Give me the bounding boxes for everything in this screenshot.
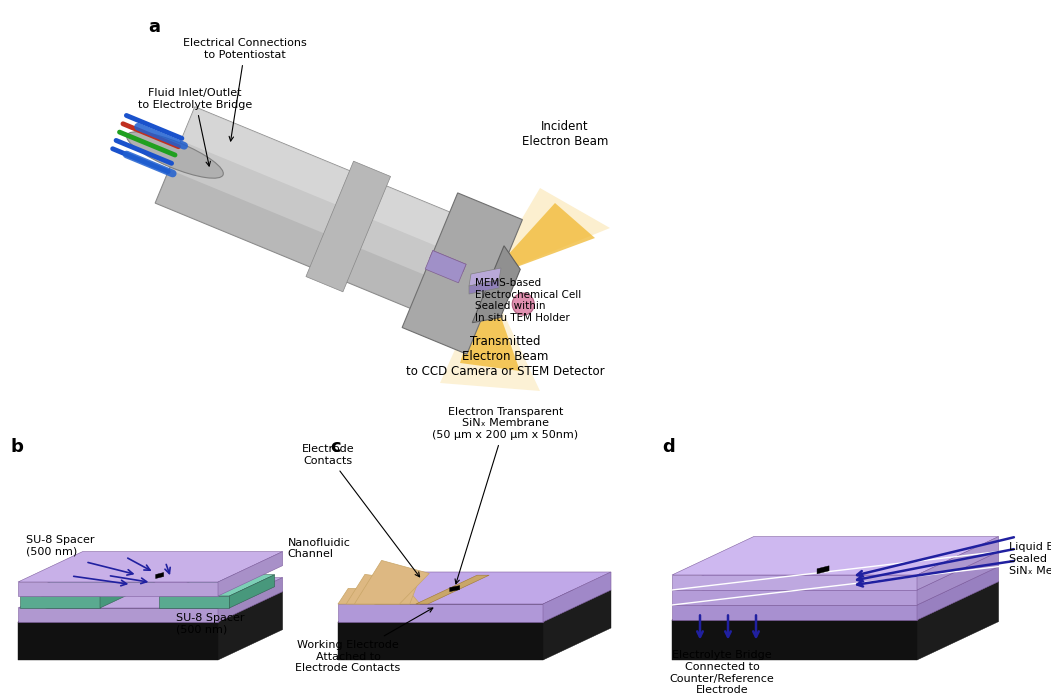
Text: SU-8 Spacer
(500 nm): SU-8 Spacer (500 nm) — [177, 613, 245, 635]
Polygon shape — [156, 107, 510, 333]
Text: Transmitted
Electron Beam
to CCD Camera or STEM Detector: Transmitted Electron Beam to CCD Camera … — [406, 335, 604, 378]
Polygon shape — [160, 596, 229, 608]
Text: b: b — [11, 438, 23, 456]
Text: Electrical Connections
to Potentiostat: Electrical Connections to Potentiostat — [183, 38, 307, 141]
Polygon shape — [918, 581, 998, 660]
Text: Electron Transparent
SiNₓ Membrane
(50 μm x 200 μm x 50nm): Electron Transparent SiNₓ Membrane (50 μ… — [432, 407, 578, 584]
Polygon shape — [338, 604, 543, 622]
Text: MEMS-based
Electrochemical Cell
Sealed within
In situ TEM Holder: MEMS-based Electrochemical Cell Sealed w… — [475, 278, 581, 323]
Text: SU-8 Spacer
(500 nm): SU-8 Spacer (500 nm) — [26, 536, 95, 557]
Text: d: d — [662, 438, 675, 456]
Text: Liquid Electrolyte
Sealed Between
SiNₓ Membranes: Liquid Electrolyte Sealed Between SiNₓ M… — [1009, 543, 1051, 576]
Polygon shape — [672, 567, 998, 605]
Polygon shape — [416, 575, 489, 604]
Polygon shape — [460, 278, 520, 371]
Polygon shape — [672, 575, 918, 590]
Polygon shape — [18, 582, 218, 596]
Text: Incident
Electron Beam: Incident Electron Beam — [521, 120, 609, 148]
Polygon shape — [672, 581, 998, 620]
Polygon shape — [469, 280, 499, 294]
Polygon shape — [229, 574, 274, 608]
Polygon shape — [18, 622, 218, 660]
Polygon shape — [218, 552, 283, 596]
Polygon shape — [918, 552, 998, 605]
Polygon shape — [346, 574, 418, 604]
Polygon shape — [440, 278, 540, 391]
Polygon shape — [672, 605, 918, 620]
Polygon shape — [18, 592, 283, 622]
Text: Working Electrode
Attached to
Electrode Contacts: Working Electrode Attached to Electrode … — [295, 608, 433, 673]
Polygon shape — [156, 572, 164, 579]
Text: Electrode
Contacts: Electrode Contacts — [302, 444, 419, 577]
Polygon shape — [472, 246, 520, 323]
Polygon shape — [306, 161, 391, 292]
Polygon shape — [20, 570, 154, 596]
Polygon shape — [487, 188, 610, 278]
Polygon shape — [160, 574, 274, 596]
Polygon shape — [672, 620, 918, 660]
Polygon shape — [543, 572, 611, 622]
Polygon shape — [469, 268, 501, 286]
Polygon shape — [403, 193, 522, 354]
Polygon shape — [218, 577, 283, 622]
Polygon shape — [338, 572, 611, 604]
Text: c: c — [330, 438, 341, 456]
Polygon shape — [672, 590, 918, 605]
Polygon shape — [354, 561, 429, 604]
Polygon shape — [426, 251, 466, 283]
Polygon shape — [338, 590, 611, 622]
Text: a: a — [148, 18, 160, 36]
Text: Electrolyte Bridge
Connected to
Counter/Reference
Electrode: Electrolyte Bridge Connected to Counter/… — [669, 651, 775, 693]
Polygon shape — [18, 577, 283, 608]
Polygon shape — [20, 596, 100, 608]
Ellipse shape — [127, 132, 223, 178]
Polygon shape — [918, 536, 998, 590]
Polygon shape — [181, 107, 510, 270]
Ellipse shape — [512, 293, 534, 315]
Polygon shape — [218, 592, 283, 660]
Polygon shape — [18, 552, 283, 582]
Polygon shape — [672, 552, 998, 590]
Polygon shape — [338, 588, 420, 604]
Polygon shape — [100, 570, 154, 608]
Polygon shape — [18, 608, 218, 622]
Polygon shape — [338, 622, 543, 660]
Text: Fluid Inlet/Outlet
to Electrolyte Bridge: Fluid Inlet/Outlet to Electrolyte Bridge — [138, 89, 252, 166]
Polygon shape — [430, 251, 466, 272]
Polygon shape — [156, 169, 485, 333]
Polygon shape — [450, 586, 459, 592]
Polygon shape — [672, 536, 998, 575]
Text: Nanofluidic
Channel: Nanofluidic Channel — [288, 538, 350, 559]
Polygon shape — [487, 203, 595, 278]
Polygon shape — [918, 567, 998, 620]
Polygon shape — [543, 590, 611, 660]
Polygon shape — [817, 565, 829, 574]
